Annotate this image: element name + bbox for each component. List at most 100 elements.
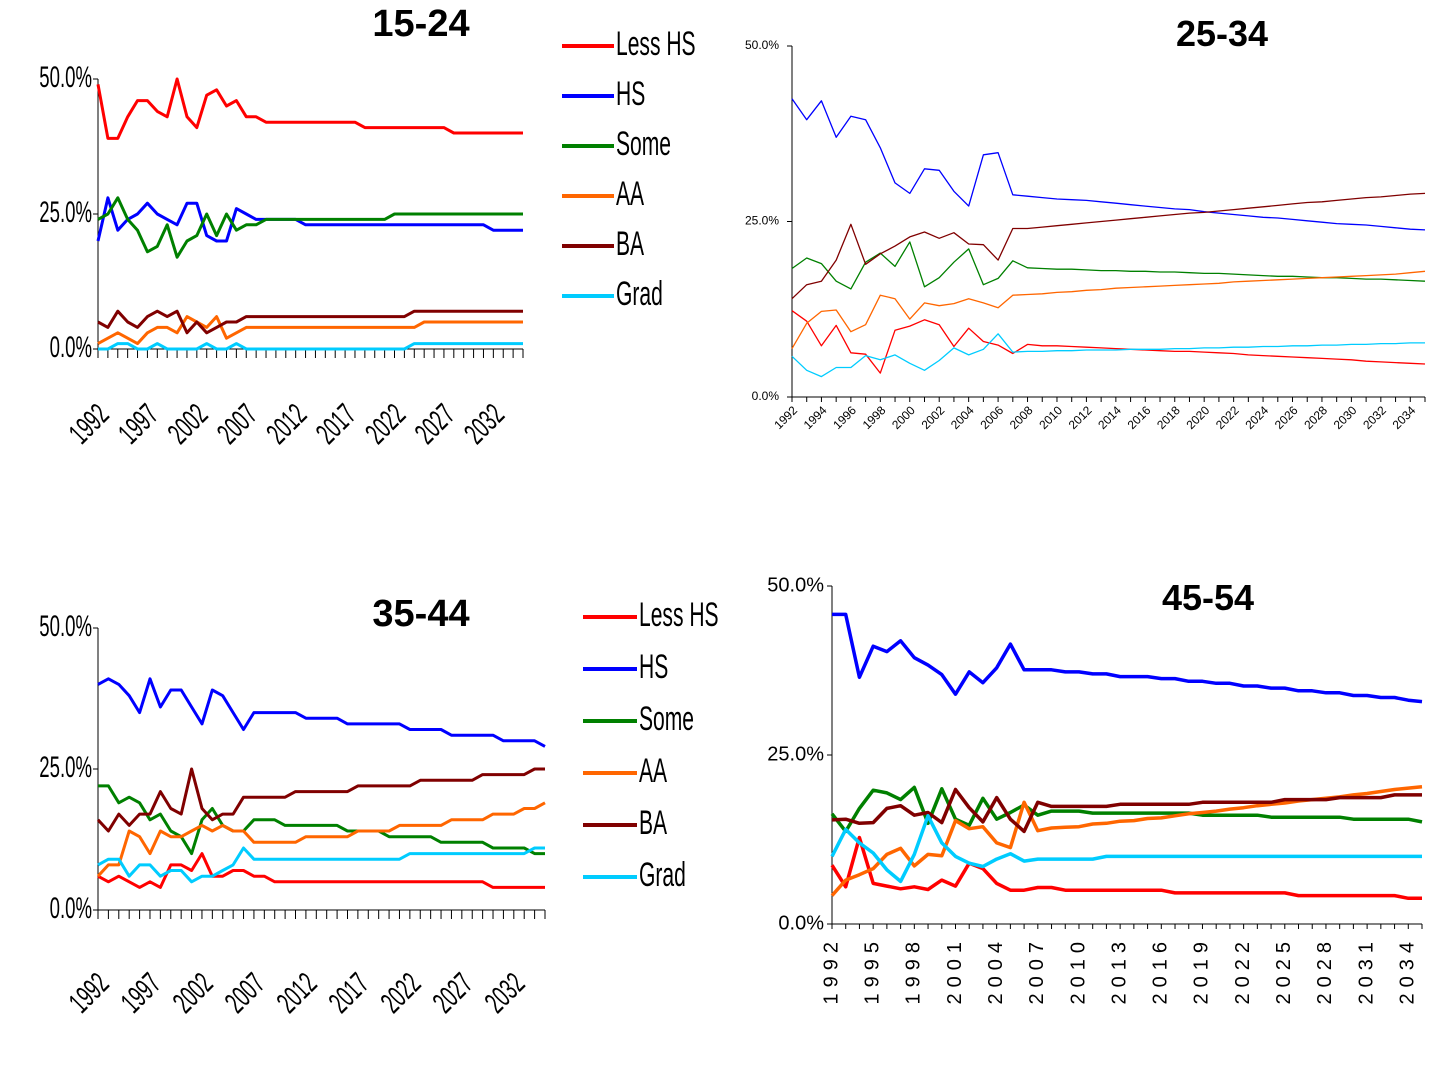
x-tick-label: 2012 xyxy=(271,967,324,1020)
legend-label: AA xyxy=(639,751,667,789)
x-tick-label: 2000 xyxy=(889,403,918,432)
x-tick-label: 2026 xyxy=(1272,403,1301,432)
x-tick-label: 2024 xyxy=(1242,403,1271,432)
y-tick-label: 0.0% xyxy=(778,912,824,934)
x-tick-label: 2012 xyxy=(260,398,313,451)
y-tick-label: 25.0% xyxy=(767,743,824,765)
x-tick-label: 1992 xyxy=(820,936,842,1005)
series-line-ba xyxy=(96,767,545,833)
x-tick-label: 1997 xyxy=(115,967,168,1020)
legend-label: HS xyxy=(639,647,668,685)
x-tick-label: 2034 xyxy=(1397,936,1419,1005)
series-line-hs xyxy=(791,98,1426,231)
chart-title: 35-44 xyxy=(372,593,469,635)
y-tick-label: 25.0% xyxy=(39,195,92,229)
x-tick-label: 2004 xyxy=(985,936,1007,1005)
series-line-aa xyxy=(791,270,1426,349)
x-tick-label: 2027 xyxy=(409,398,462,451)
legend-label: Some xyxy=(639,699,694,737)
series-line-some xyxy=(791,241,1426,290)
legend-label: Grad xyxy=(616,274,663,312)
x-tick-label: 1996 xyxy=(830,403,859,432)
chart-c4554: 45-54 0.0% 25.0% 50.0% 1992 1995 1998 2001 2004 2… xyxy=(767,574,1423,1005)
x-tick-label: 1997 xyxy=(112,398,165,451)
x-tick-label: 2022 xyxy=(1213,403,1242,432)
x-tick-label: 2001 xyxy=(944,936,966,1005)
x-tick-label: 2022 xyxy=(1232,936,1254,1005)
x-tick-label: 2016 xyxy=(1125,403,1154,432)
chart-title: 25-34 xyxy=(1176,13,1268,54)
series-line-less-hs xyxy=(97,852,545,889)
x-tick-label: 2007 xyxy=(1026,936,1048,1005)
x-tick-label: 2018 xyxy=(1154,403,1183,432)
y-tick-label: 0.0% xyxy=(50,891,92,925)
series-line-some xyxy=(97,196,523,259)
series-line-hs xyxy=(97,677,546,748)
y-tick-label: 50.0% xyxy=(39,609,92,643)
series-line-less-hs xyxy=(96,77,523,140)
series-line-ba xyxy=(831,787,1422,834)
x-tick-label: 2014 xyxy=(1095,403,1124,432)
legend-label: Some xyxy=(616,124,671,162)
y-tick-label: 25.0% xyxy=(39,750,92,784)
y-tick-label: 0.0% xyxy=(50,330,92,364)
x-tick-label: 2012 xyxy=(1066,403,1095,432)
x-tick-label: 2017 xyxy=(323,967,376,1020)
series-line-ba xyxy=(97,309,523,335)
series-line-some xyxy=(830,785,1423,834)
x-tick-label: 2027 xyxy=(427,967,480,1020)
chart-title: 45-54 xyxy=(1162,577,1254,618)
x-tick-label: 1998 xyxy=(860,403,889,432)
series-line-some xyxy=(98,784,545,856)
series-line-less-hs xyxy=(830,835,1422,901)
x-tick-label: 2002 xyxy=(919,403,948,432)
x-tick-label: 2016 xyxy=(1150,936,1172,1005)
x-tick-label: 2030 xyxy=(1331,403,1360,432)
x-tick-label: 1995 xyxy=(861,936,883,1005)
x-tick-label: 2032 xyxy=(458,398,511,451)
series-line-grad xyxy=(97,846,545,884)
x-tick-label: 2013 xyxy=(1108,936,1130,1005)
series-line-grad xyxy=(791,333,1425,378)
x-tick-label: 2017 xyxy=(310,398,363,451)
series-line-aa xyxy=(97,315,523,346)
x-tick-label: 2022 xyxy=(375,967,428,1020)
y-tick-label: 50.0% xyxy=(745,38,779,52)
legend-label: Less HS xyxy=(639,595,719,633)
x-tick-label: 2008 xyxy=(1007,403,1036,432)
x-tick-label: 1994 xyxy=(801,403,830,432)
legend-label: Less HS xyxy=(616,24,696,62)
x-tick-label: 2025 xyxy=(1273,936,1295,1005)
x-tick-label: 2028 xyxy=(1301,403,1330,432)
legend-label: BA xyxy=(639,803,667,841)
x-tick-label: 2010 xyxy=(1036,403,1065,432)
y-tick-label: 50.0% xyxy=(767,574,824,596)
legend-label: BA xyxy=(616,224,644,262)
x-tick-label: 2006 xyxy=(977,403,1006,432)
legend: Less HS HS Some AA BA Grad xyxy=(583,595,719,893)
x-tick-label: 2034 xyxy=(1390,403,1419,432)
series-line-hs xyxy=(832,612,1423,704)
x-tick-label: 2031 xyxy=(1355,936,1377,1005)
chart-title: 15-24 xyxy=(372,3,469,45)
chart-c2534: 25-340.0%25.0%50.0%1992 1994 1996 1998 2000 2… xyxy=(745,13,1426,432)
series-line-hs xyxy=(96,196,523,243)
series-line-grad xyxy=(830,814,1422,884)
x-tick-label: 2004 xyxy=(948,403,977,432)
series-line-ba xyxy=(791,192,1426,300)
x-tick-label: 2019 xyxy=(1191,936,1213,1005)
y-tick-label: 50.0% xyxy=(39,60,92,94)
series-line-grad xyxy=(98,342,523,351)
legend-label: HS xyxy=(616,74,645,112)
chart-c1524: 15-240.0%25.0%50.0%199219972002200720122… xyxy=(39,3,695,451)
x-tick-label: 2007 xyxy=(211,398,264,451)
legend: Less HS HS Some AA BA Grad xyxy=(562,24,696,312)
y-tick-label: 0.0% xyxy=(752,389,780,403)
x-tick-label: 2032 xyxy=(1360,403,1389,432)
x-tick-label: 1992 xyxy=(771,403,800,432)
x-tick-label: 1992 xyxy=(63,967,116,1020)
x-tick-label: 2002 xyxy=(167,967,220,1020)
x-tick-label: 1998 xyxy=(903,936,925,1005)
x-tick-label: 2007 xyxy=(219,967,272,1020)
legend-label: Grad xyxy=(639,855,686,893)
